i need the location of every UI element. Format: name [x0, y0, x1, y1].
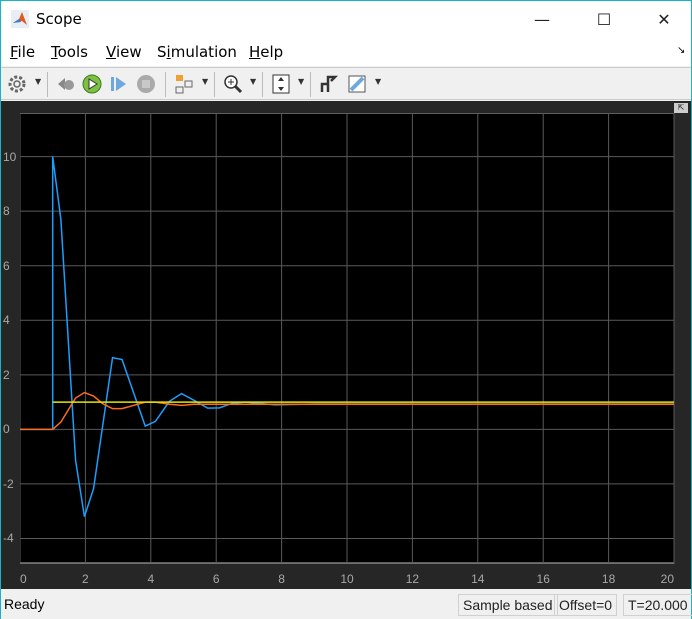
toolbar-separator	[47, 72, 48, 97]
settings-icon[interactable]	[6, 73, 28, 95]
zoom-in-icon[interactable]	[222, 73, 244, 95]
x-tick-label: 14	[471, 572, 485, 586]
step-forward-icon[interactable]	[108, 73, 130, 95]
x-tick-label: 4	[147, 572, 154, 586]
x-tick-label: 20	[661, 572, 675, 586]
settings-dropdown[interactable]: ▼	[35, 77, 42, 86]
menu-file-label: File	[10, 43, 36, 61]
menu-file[interactable]: File	[10, 43, 35, 61]
toolbar-separator	[165, 72, 166, 97]
menu-simulation[interactable]: Simulation	[157, 43, 237, 61]
y-tick-label: 10	[3, 149, 17, 164]
toolbar-separator	[262, 72, 263, 97]
title-bar: Scope — ☐ ✕	[1, 1, 691, 39]
minimize-button[interactable]: —	[534, 10, 550, 29]
menu-view[interactable]: View	[106, 43, 142, 61]
menu-tools-label: Tools	[51, 43, 88, 61]
matlab-logo-icon	[11, 10, 29, 28]
menu-view-label: View	[106, 43, 142, 61]
scale-axes-icon[interactable]	[270, 73, 292, 95]
measurements-dropdown[interactable]: ▼	[375, 77, 382, 86]
status-time: T=20.000	[623, 594, 692, 616]
close-button[interactable]: ✕	[657, 10, 671, 29]
series-line-2	[20, 391, 674, 431]
scope-display: ⇱ 0 2 4 6 8 10 12 14 16 18 20 -4 -2 0 2 4 6 8 10	[1, 101, 691, 589]
run-icon[interactable]	[81, 73, 103, 95]
status-text: Ready	[4, 596, 45, 612]
undock-icon[interactable]: ↘	[677, 45, 686, 56]
x-tick-label: 18	[602, 572, 616, 586]
x-tick-label: 12	[406, 572, 420, 586]
scale-dropdown[interactable]: ▼	[298, 77, 305, 86]
y-tick-label: 0	[3, 422, 10, 437]
x-tick-label: 8	[278, 572, 285, 586]
highlight-dropdown[interactable]: ▼	[202, 77, 209, 86]
menu-help-label: Help	[249, 43, 284, 61]
x-tick-label: 10	[340, 572, 354, 586]
stop-icon[interactable]	[135, 73, 157, 95]
y-tick-label: 6	[3, 258, 10, 273]
status-mode: Sample based	[458, 594, 558, 616]
x-tick-label: 2	[82, 572, 89, 586]
menu-bar: File Tools View Simulation Help ↘	[1, 39, 691, 66]
menu-tools[interactable]: Tools	[51, 43, 88, 61]
toolbar-separator	[214, 72, 215, 97]
y-tick-label: 8	[3, 204, 10, 219]
x-tick-label: 0	[20, 572, 27, 586]
toolbar-separator	[310, 72, 311, 97]
maximize-button[interactable]: ☐	[596, 10, 612, 29]
restore-legend-button[interactable]: ⇱	[674, 103, 688, 113]
y-tick-label: -4	[3, 531, 14, 546]
x-tick-label: 6	[213, 572, 220, 586]
triggers-icon[interactable]	[318, 73, 340, 95]
status-offset: Offset=0	[554, 594, 618, 616]
plot-axes[interactable]: 0 2 4 6 8 10 12 14 16 18 20	[20, 113, 680, 593]
status-bar: Ready Sample based Offset=0 T=20.000	[1, 589, 692, 619]
step-back-icon[interactable]	[55, 73, 77, 95]
y-tick-label: -2	[3, 476, 14, 491]
y-tick-label: 2	[3, 367, 10, 382]
highlight-block-icon[interactable]	[173, 73, 195, 95]
measurements-icon[interactable]	[346, 73, 368, 95]
window-title: Scope	[36, 10, 82, 28]
x-tick-label: 16	[537, 572, 551, 586]
toolbar: ▼ ▼ ▼ ▼ ▼	[1, 67, 691, 100]
y-tick-label: 4	[3, 313, 10, 328]
zoom-dropdown[interactable]: ▼	[250, 77, 257, 86]
menu-help[interactable]: Help	[249, 43, 283, 61]
